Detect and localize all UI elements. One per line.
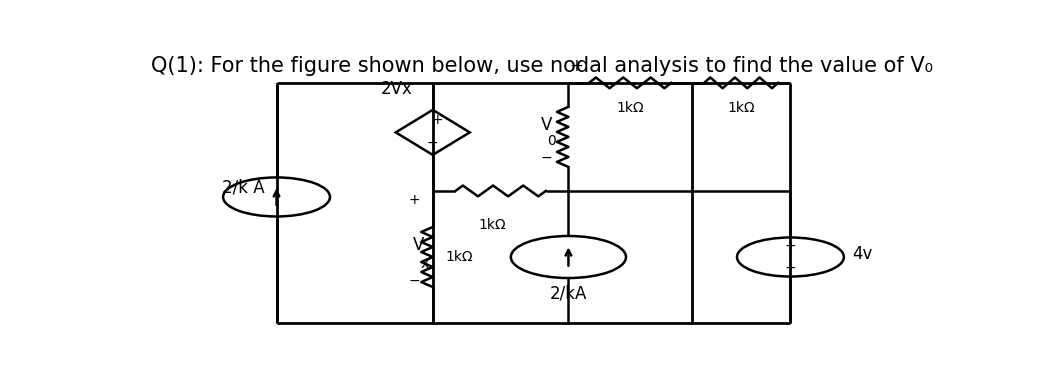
- Text: 0: 0: [547, 134, 556, 148]
- Text: −: −: [785, 261, 796, 275]
- Text: +: +: [570, 57, 584, 75]
- Text: V: V: [541, 116, 552, 134]
- Text: 2/k A: 2/k A: [222, 179, 264, 197]
- Text: −: −: [408, 274, 420, 288]
- Text: 1kΩ: 1kΩ: [446, 250, 473, 264]
- Text: V: V: [413, 236, 424, 254]
- Text: 2Vx: 2Vx: [380, 80, 412, 98]
- Text: x: x: [420, 257, 429, 271]
- Text: Q(1): For the figure shown below, use nodal analysis to find the value of V₀: Q(1): For the figure shown below, use no…: [151, 56, 933, 76]
- Text: +: +: [431, 113, 442, 127]
- Text: 1kΩ: 1kΩ: [616, 101, 644, 115]
- Text: 2/kA: 2/kA: [550, 284, 587, 302]
- Text: 1kΩ: 1kΩ: [727, 101, 755, 115]
- Text: 1kΩ: 1kΩ: [479, 218, 506, 232]
- Text: −: −: [427, 135, 438, 149]
- Text: 4v: 4v: [852, 245, 872, 263]
- Text: −: −: [540, 151, 552, 165]
- Text: +: +: [785, 239, 796, 253]
- Text: +: +: [408, 193, 420, 207]
